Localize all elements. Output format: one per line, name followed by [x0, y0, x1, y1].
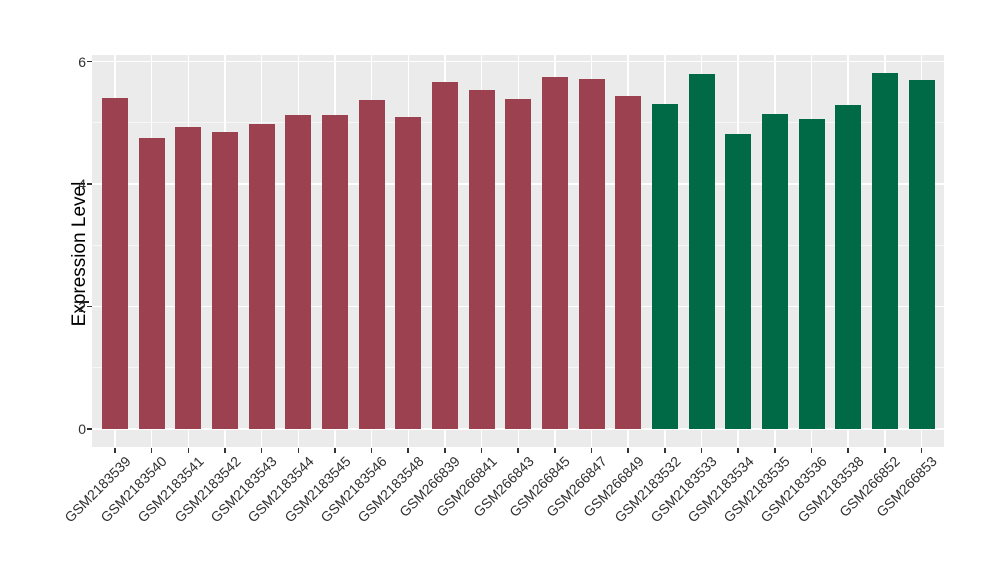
bar-GSM2183534	[725, 134, 752, 429]
y-tick-mark-4	[87, 183, 92, 185]
bar-GSM2183543	[248, 123, 275, 429]
bar-GSM266847	[578, 79, 605, 429]
bar-GSM2183541	[175, 127, 202, 429]
x-tick-mark-GSM2183539	[114, 447, 116, 453]
x-tick-mark-GSM2183548	[407, 447, 410, 453]
y-tick-mark-2	[87, 305, 92, 308]
x-tick-mark-GSM2183544	[297, 447, 300, 453]
y-tick-label-2: 2	[78, 298, 86, 315]
x-tick-mark-GSM2183542	[224, 447, 226, 453]
bar-GSM266849	[615, 96, 642, 429]
bar-GSM2183545	[321, 115, 348, 429]
x-tick-mark-GSM2183536	[810, 447, 813, 453]
y-tick-label-4: 4	[78, 176, 86, 192]
x-tick-mark-GSM2183538	[847, 447, 849, 453]
bar-GSM2183540	[138, 138, 165, 429]
bar-GSM2183538	[835, 104, 862, 429]
y-tick-mark-6	[87, 60, 92, 63]
y-tick-label-6: 6	[78, 53, 86, 70]
x-tick-mark-GSM2183545	[334, 447, 336, 453]
bar-GSM266843	[505, 99, 532, 429]
bar-GSM2183532	[651, 104, 678, 429]
bar-GSM266841	[468, 89, 495, 429]
bar-GSM266845	[541, 76, 568, 429]
bar-GSM2183544	[285, 115, 312, 429]
x-tick-mark-GSM2183540	[150, 447, 153, 453]
x-tick-mark-GSM266841	[480, 447, 483, 453]
bar-GSM266853	[908, 80, 935, 429]
x-tick-mark-GSM2183532	[664, 447, 666, 453]
bar-GSM266852	[871, 72, 898, 429]
x-tick-mark-GSM2183535	[774, 447, 776, 453]
x-tick-mark-GSM266847	[590, 447, 593, 453]
x-tick-mark-GSM2183533	[700, 447, 703, 453]
x-tick-mark-GSM2183534	[737, 447, 739, 453]
bar-GSM2183548	[395, 117, 422, 429]
x-tick-mark-GSM266843	[517, 447, 520, 453]
bar-GSM2183533	[688, 73, 715, 429]
bar-GSM2183546	[358, 100, 385, 429]
x-tick-mark-GSM2183541	[187, 447, 190, 453]
bar-GSM2183535	[761, 114, 788, 429]
x-tick-mark-GSM266839	[444, 447, 446, 453]
bar-GSM2183542	[211, 131, 238, 429]
bar-GSM2183536	[798, 119, 825, 429]
x-tick-mark-GSM266849	[627, 447, 630, 453]
y-axis-title: Expression Level	[69, 181, 90, 327]
x-tick-mark-GSM266853	[920, 447, 923, 453]
x-tick-mark-GSM266852	[884, 447, 886, 453]
bar-GSM2183539	[102, 98, 128, 429]
x-tick-mark-GSM2183543	[260, 447, 263, 453]
y-tick-mark-0	[87, 428, 92, 430]
y-tick-label-0: 0	[78, 421, 86, 437]
x-tick-mark-GSM2183546	[370, 447, 373, 453]
x-tick-mark-GSM266845	[554, 447, 556, 453]
bar-GSM266839	[431, 81, 458, 429]
plot-panel	[92, 55, 944, 447]
